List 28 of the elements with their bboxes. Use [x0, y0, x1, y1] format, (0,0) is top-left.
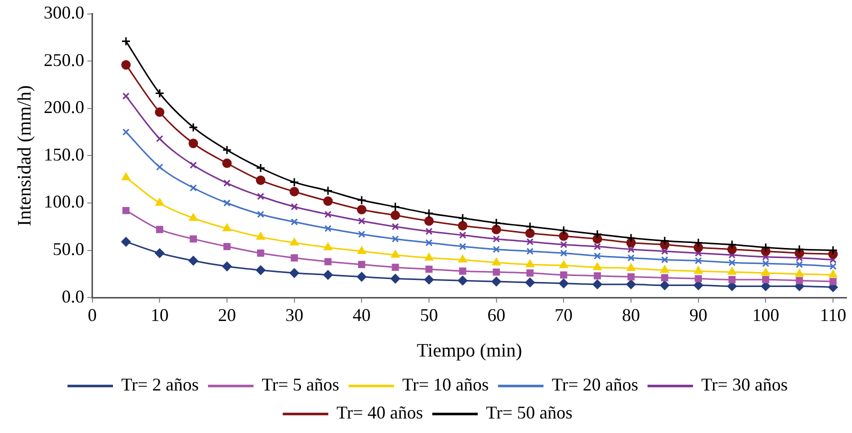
x-tick-label: 0	[88, 305, 97, 326]
y-tick-label: 100.0	[44, 192, 84, 212]
x-tick-label: 70	[554, 305, 573, 326]
x-tick-label: 60	[487, 305, 506, 326]
legend-label: Tr= 50 años	[486, 402, 573, 423]
x-tick-label: 90	[689, 305, 708, 326]
legend-label: Tr= 20 años	[552, 374, 638, 395]
y-tick-label: 300.0	[44, 2, 84, 23]
y-tick-label: 0.0	[62, 286, 84, 306]
x-tick-label: 110	[820, 305, 846, 326]
y-tick-label: 150.0	[44, 144, 84, 164]
y-tick-label: 250.0	[44, 50, 84, 70]
y-tick-label: 50.0	[52, 239, 84, 260]
x-tick-label: 80	[622, 305, 640, 326]
x-axis-title: Tiempo (min)	[416, 340, 522, 362]
x-tick-label: 100	[752, 305, 780, 326]
legend-label: Tr= 30 años	[701, 374, 788, 395]
x-tick-label: 30	[285, 305, 304, 326]
legend-label: Tr= 5 años	[262, 374, 340, 395]
legend-label: Tr= 10 años	[402, 374, 489, 395]
x-tick-label: 10	[150, 305, 169, 326]
x-tick-label: 40	[352, 305, 371, 326]
y-axis-title: Intensidad (mm/h)	[14, 85, 36, 226]
x-tick-label: 20	[218, 305, 236, 326]
y-tick-label: 200.0	[44, 97, 84, 118]
legend-label: Tr= 40 años	[336, 402, 424, 423]
legend-label: Tr= 2 años	[121, 374, 199, 395]
x-tick-label: 50	[420, 305, 438, 326]
